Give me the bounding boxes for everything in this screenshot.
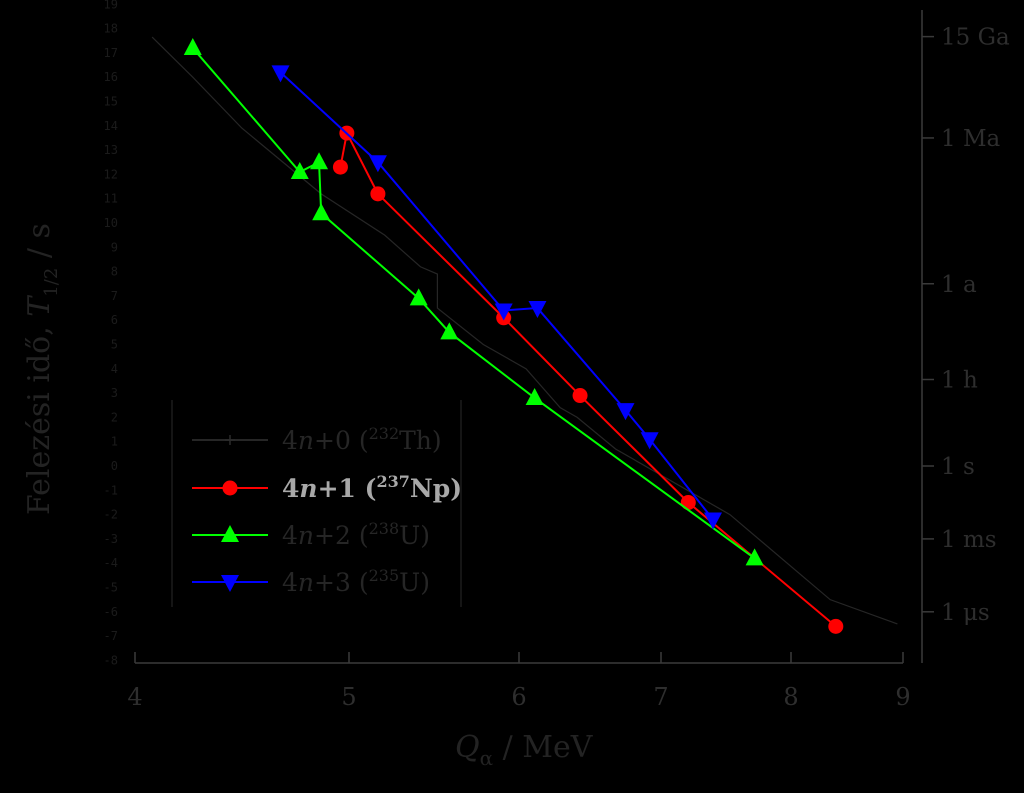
right-time-label: 1 Ma (941, 126, 1000, 152)
legend-label: 4n+2 (238U) (282, 519, 430, 550)
series-3 (271, 65, 722, 530)
right-time-label: 15 Ga (941, 25, 1010, 51)
series-line (192, 47, 756, 560)
right-time-label: 1 a (941, 272, 977, 298)
data-point (290, 161, 309, 179)
y-left-tick-label: 11 (104, 192, 118, 206)
y-left-tick-label: 3 (111, 386, 118, 400)
data-point (271, 65, 290, 83)
data-point (312, 203, 331, 221)
y-left-tick-label: 8 (111, 265, 118, 279)
y-left-tick-label: 10 (104, 216, 118, 230)
y-left-tick-label: -4 (104, 556, 118, 570)
series-2 (183, 38, 764, 566)
series-1 (332, 125, 844, 634)
y-left-tick-label: 5 (111, 338, 118, 352)
data-point (680, 494, 696, 510)
x-tick-label: 6 (511, 683, 526, 711)
y-left-tick-label: 2 (111, 410, 118, 424)
data-point (310, 152, 329, 170)
x-tick-label: 7 (653, 683, 668, 711)
x-axis-label: Qα / MeV (455, 730, 594, 770)
y-left-tick-label: 1 (111, 435, 118, 449)
data-point (440, 322, 459, 340)
legend-entry-0: 4n+0 (232Th) (192, 424, 442, 455)
left-tick-labels: 191817161514131211109876543210-1-2-3-4-5… (104, 0, 118, 667)
legend-label: 4n+1 (237Np) (282, 472, 462, 503)
y-left-tick-label: 17 (104, 46, 118, 60)
data-point (494, 303, 513, 321)
legend-entry-1: 4n+1 (237Np) (192, 472, 462, 503)
right-time-label: 1 h (941, 367, 978, 393)
right-time-labels: 15 Ga 1 Ma 1 a 1 h 1 s 1 ms 1 μs (922, 25, 1010, 626)
x-tick-label: 4 (127, 683, 142, 711)
y-left-tick-label: -5 (104, 581, 118, 595)
y-left-tick-label: 6 (111, 313, 118, 327)
legend-marker (225, 435, 235, 445)
y-left-tick-label: 18 (104, 22, 118, 36)
y-left-tick-label: 7 (111, 289, 118, 303)
legend: 4n+0 (232Th) 4n+1 (237Np) 4n+2 (238U) 4n+3 … (171, 400, 462, 607)
legend-entry-2: 4n+2 (238U) (192, 519, 430, 550)
axes (135, 10, 923, 664)
data-point (409, 288, 428, 306)
data-point (572, 388, 588, 404)
y-left-tick-label: -6 (104, 605, 118, 619)
y-axis-label: Felezési idő, T1/2 / s (22, 223, 62, 515)
data-point (528, 301, 547, 319)
data-point (370, 186, 386, 202)
right-time-label: 1 ms (941, 527, 997, 553)
data-point (745, 548, 764, 566)
legend-label: 4n+3 (235U) (282, 566, 430, 597)
data-point (704, 512, 722, 530)
data-point (183, 38, 202, 56)
right-time-label: 1 s (941, 454, 975, 480)
y-left-tick-label: 0 (111, 459, 118, 473)
legend-entry-3: 4n+3 (235U) (192, 566, 430, 597)
y-left-tick-label: -7 (104, 629, 118, 643)
y-left-tick-label: 13 (104, 143, 118, 157)
y-left-tick-label: 15 (104, 95, 118, 109)
y-left-tick-label: 4 (111, 362, 118, 376)
y-left-tick-label: -3 (104, 532, 118, 546)
x-tick-label: 9 (895, 683, 910, 711)
right-time-label: 1 μs (941, 600, 990, 626)
legend-label: 4n+0 (232Th) (282, 424, 442, 455)
data-point (828, 618, 844, 634)
y-left-tick-label: 9 (111, 240, 118, 254)
legend-marker (221, 525, 239, 542)
data-point (368, 155, 387, 173)
x-tick-labels: 4 5 6 7 8 9 (127, 652, 911, 711)
data-point (616, 403, 635, 421)
series-0 (151, 36, 898, 625)
y-left-tick-label: -1 (104, 483, 118, 497)
y-left-tick-label: -2 (104, 508, 118, 522)
y-left-tick-label: 19 (104, 0, 118, 11)
data-point (332, 159, 348, 175)
x-tick-label: 5 (341, 683, 356, 711)
legend-marker (222, 480, 238, 496)
y-left-tick-label: -8 (104, 653, 118, 667)
data-point (640, 432, 659, 450)
y-left-tick-label: 16 (104, 70, 118, 84)
series-line (151, 36, 898, 625)
data-point (525, 387, 544, 405)
legend-marker (221, 575, 239, 592)
y-left-tick-label: 14 (104, 119, 118, 133)
x-tick-label: 8 (783, 683, 798, 711)
y-left-tick-label: 12 (104, 167, 118, 181)
series-layer (151, 36, 898, 634)
